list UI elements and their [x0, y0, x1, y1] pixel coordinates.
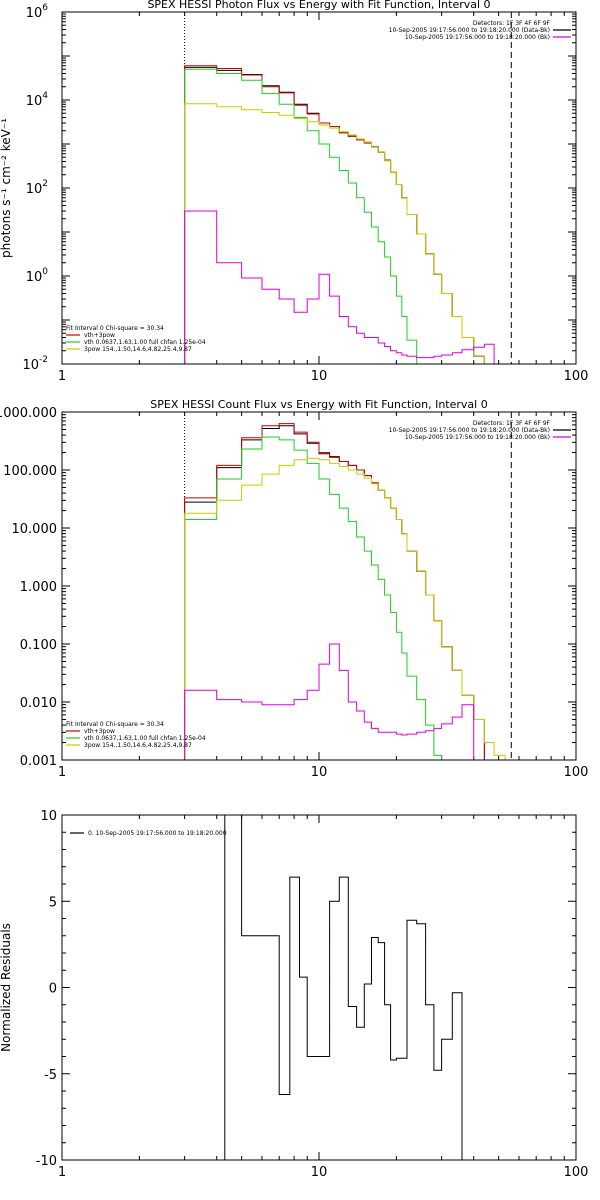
y-tick-base: 10: [26, 94, 43, 109]
legend-left-entry: Fit Interval 0 Chi-square = 30.34: [66, 325, 164, 332]
series-line-vth-3pow: [184, 65, 485, 364]
legend-right-entry: Detectors: 1F 3F 4F 6F 9F: [473, 20, 551, 27]
chart-title: SPEX HESSI Count Flux vs Energy with Fit…: [150, 398, 487, 411]
y-tick-label: -5: [44, 1068, 57, 1083]
legend-left-entry: vth 0.0637,1.63,1.00 full chfan 1.25e-04: [84, 339, 206, 346]
series-line-data-bk: [184, 66, 485, 364]
count-flux-panel: SPEX HESSI Count Flux vs Energy with Fit…: [0, 398, 588, 780]
y-tick-base: 10: [26, 6, 43, 21]
y-tick-label: 1.000: [20, 580, 57, 595]
series-line-bk: [184, 643, 485, 760]
plot-frame: [61, 11, 577, 365]
y-tick-base: 10: [26, 182, 43, 197]
legend-right-entry: 10-Sep-2005 19:17:56.000 to 19:18:20.000…: [389, 27, 550, 34]
series-line-3pow: [184, 103, 516, 364]
y-tick-exponent: 2: [42, 179, 48, 189]
photon-flux-panel: SPEX HESSI Photon Flux vs Energy with Fi…: [0, 0, 588, 384]
y-tick-label: 0.100: [20, 638, 57, 653]
x-tick-label: 10: [311, 369, 328, 384]
y-axis-label: Normalized Residuals: [0, 923, 13, 1052]
legend-right-entry: 10-Sep-2005 19:17:56.000 to 19:18:20.000…: [405, 434, 550, 441]
legend-right-entry: 10-Sep-2005 19:17:56.000 to 19:18:20.000…: [389, 427, 550, 434]
y-tick-label: 100.000: [3, 464, 57, 479]
x-tick-label: 100: [564, 765, 589, 780]
y-tick-exponent: 6: [42, 3, 48, 13]
y-tick-label: 104: [26, 91, 49, 109]
y-tick-label: 10: [40, 809, 57, 824]
series-group: [184, 65, 516, 364]
x-tick-label: 10: [311, 1165, 328, 1180]
legend-left-entry: 3pow 154.,1.50,14.6,4.82,25.4,9.87: [84, 346, 192, 353]
y-tick-label: 0.001: [20, 754, 57, 769]
series-line-vth: [184, 436, 443, 760]
y-tick-label: 106: [26, 3, 49, 21]
series-line-data-bk: [184, 425, 485, 760]
y-axis-label: photons s⁻¹ cm⁻² keV⁻¹: [0, 118, 13, 258]
y-tick-label: 10-2: [22, 355, 48, 373]
y-tick-base: 10: [22, 358, 39, 373]
y-tick-label: 10.000: [12, 522, 58, 537]
series-line-bk: [184, 210, 506, 364]
y-tick-label: 1000.000: [0, 406, 57, 421]
plot-frame: [61, 411, 577, 761]
legend-left-entry: vth+3pow: [84, 332, 115, 339]
y-tick-exponent: -2: [39, 355, 48, 365]
series-line-residuals: [184, 815, 512, 1160]
legend-left-entry: Fit Interval 0 Chi-square = 30.34: [66, 721, 164, 728]
y-tick-label: 102: [26, 179, 48, 197]
legend-left-entry: vth 0.0637,1.63,1.00 full chfan 1.25e-04: [84, 735, 206, 742]
x-tick-label: 1: [58, 1165, 66, 1180]
y-tick-exponent: 4: [42, 91, 48, 101]
y-tick-label: 0.010: [20, 696, 57, 711]
legend-right-entry: 10-Sep-2005 19:17:56.000 to 19:18:20.000…: [405, 34, 550, 41]
legend-left-entry: 0. 10-Sep-2005 19:17:56.000 to 19:18:20.…: [88, 830, 227, 837]
y-tick-label: 5: [49, 895, 57, 910]
legend-right-entry: Detectors: 1F 3F 4F 6F 9F: [473, 420, 551, 427]
legend-left-entry: 3pow 154.,1.50,14.6,4.82,25.4,9.87: [84, 742, 192, 749]
series-line-vth-3pow: [184, 423, 485, 760]
x-tick-label: 100: [564, 1165, 589, 1180]
chart-title: SPEX HESSI Photon Flux vs Energy with Fi…: [147, 0, 490, 11]
series-line-vth: [184, 68, 453, 364]
series-group: [184, 423, 506, 760]
legend-left-entry: vth+3pow: [84, 728, 115, 735]
y-tick-label: 100: [26, 267, 49, 285]
x-tick-label: 1: [58, 765, 66, 780]
residuals-panel: Normalized Residuals 1 10 100 -10 -5 0 5 10 0. 10…: [0, 809, 588, 1180]
y-tick-base: 10: [26, 270, 43, 285]
y-tick-label: -10: [36, 1154, 57, 1169]
y-tick-exponent: 0: [42, 267, 48, 277]
series-group: [184, 815, 512, 1160]
plot-frame: [61, 814, 577, 1161]
series-line-3pow: [184, 457, 506, 760]
x-tick-label: 1: [58, 369, 66, 384]
x-tick-label: 10: [311, 765, 328, 780]
x-tick-label: 100: [564, 369, 589, 384]
y-tick-label: 0: [49, 982, 57, 997]
